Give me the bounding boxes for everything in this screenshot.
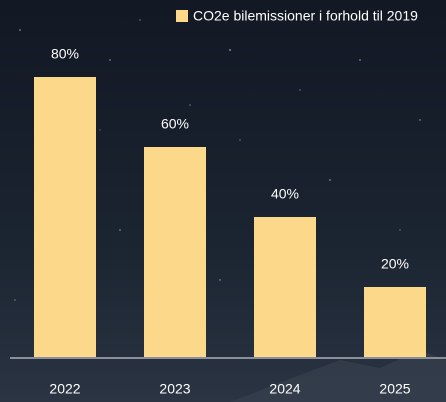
x-tick-label: 2024 xyxy=(269,381,300,397)
x-tick-label: 2022 xyxy=(49,381,80,397)
stars xyxy=(14,19,421,301)
mountain xyxy=(230,350,446,402)
value-label: 80% xyxy=(51,46,79,62)
legend-label: CO2e bilemissioner i forhold til 2019 xyxy=(193,8,418,24)
bar xyxy=(34,77,96,357)
legend-swatch xyxy=(176,10,188,22)
value-label: 20% xyxy=(381,256,409,272)
x-tick-label: 2023 xyxy=(159,381,190,397)
value-label: 40% xyxy=(271,186,299,202)
bar xyxy=(254,217,316,357)
bar xyxy=(364,287,426,357)
x-tick-label: 2025 xyxy=(379,381,410,397)
bar xyxy=(144,147,206,357)
value-label: 60% xyxy=(161,116,189,132)
